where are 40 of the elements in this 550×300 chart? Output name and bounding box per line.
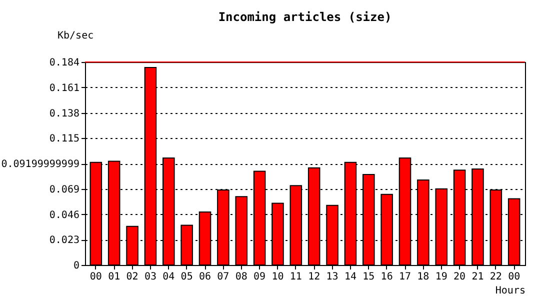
- x-tick-label: 03: [144, 272, 156, 282]
- y-tick-label: 0.046: [49, 210, 80, 221]
- y-axis-title: Kb/sec: [58, 30, 94, 42]
- x-tick-label: 08: [235, 272, 248, 282]
- x-tick-label: 13: [326, 272, 338, 282]
- y-tick-label: 0: [73, 260, 80, 272]
- bar: [180, 224, 193, 266]
- x-tick-label: 01: [108, 272, 120, 282]
- x-tick-label: 11: [290, 272, 302, 282]
- x-tick-label: 18: [417, 272, 430, 282]
- y-tick-label: 0.138: [49, 108, 80, 120]
- x-tick-label: 06: [198, 272, 212, 282]
- chart-title: Incoming articles (size): [218, 10, 392, 24]
- bar: [235, 196, 248, 266]
- y-tick-label: 0.161: [49, 82, 80, 94]
- x-tick-label: 09: [254, 272, 266, 282]
- x-tick-label: 00: [90, 272, 102, 282]
- y-tick-label: 0.023: [49, 235, 80, 246]
- x-axis-title: Hours: [495, 286, 526, 296]
- x-tick-label: 04: [162, 272, 175, 282]
- x-tick-label: 17: [398, 272, 412, 282]
- bar: [435, 188, 448, 266]
- x-tick-label: 19: [435, 272, 448, 282]
- x-tick-label: 00: [508, 272, 520, 282]
- x-tick-label: 10: [272, 272, 284, 282]
- x-tick-label: 05: [180, 272, 193, 282]
- x-tick-label: 02: [126, 272, 138, 282]
- x-tick-label: 21: [472, 272, 484, 282]
- y-tick-label: 0.115: [49, 134, 80, 145]
- x-tick-label: 16: [380, 272, 393, 282]
- y-tick-label: 0.09199999999: [1, 159, 80, 170]
- x-tick-label: 22: [490, 272, 502, 282]
- y-tick-label: 0.069: [49, 184, 80, 196]
- x-tick-label: 12: [308, 272, 320, 282]
- x-tick-label: 15: [362, 272, 375, 282]
- x-tick-label: 20: [454, 272, 466, 282]
- y-tick-label: 0.184: [49, 58, 80, 68]
- bar: [380, 194, 393, 266]
- x-tick-label: 07: [217, 272, 230, 282]
- x-tick-label: 14: [344, 272, 356, 282]
